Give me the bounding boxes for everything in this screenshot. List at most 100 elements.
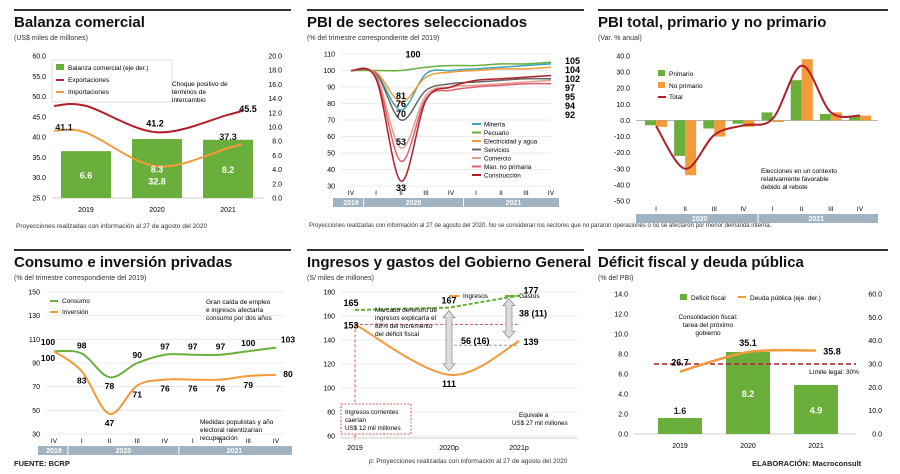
legend-label: Ingresos [463, 293, 489, 300]
annotation: Elecciones en un contexto [761, 168, 837, 175]
bar [860, 115, 871, 121]
y-tick-label: 4.0 [618, 392, 628, 399]
y-tick-label: 70 [327, 118, 335, 125]
y-tick-label: 40.0 [32, 135, 46, 142]
chart-sectores: 1101009080706050403010081767053331051041… [323, 49, 580, 207]
annotation-box [340, 403, 412, 435]
y-tick-label: -50.0 [614, 199, 630, 206]
y-tick-label: 10.0 [268, 125, 282, 132]
rule [307, 249, 584, 251]
year-label: 2019 [46, 448, 62, 455]
chart-deficit: 14.0 12.0 10.0 8.0 6.0 4.0 2.0 0.0 60.0 50.0 40.0 3… [614, 292, 882, 451]
y-tick-label: 40.0 [868, 338, 882, 345]
year-label: 2019 [343, 200, 359, 207]
data-label: 103 [281, 335, 295, 345]
year-band [636, 214, 878, 223]
data-label: 97 [216, 342, 226, 352]
y-tick-label: 160 [323, 314, 335, 321]
data-label: 33 [396, 183, 406, 193]
y-tick-label: 60 [327, 434, 335, 441]
gap-arrow [442, 310, 456, 372]
series-line [350, 68, 552, 121]
x-tick-label: III [423, 190, 429, 197]
x-tick-label: IV [51, 438, 58, 445]
legend: Consumo Inversión [50, 298, 90, 316]
y-tick-label: 0.0 [272, 196, 282, 203]
y-tick-label: -40.0 [614, 182, 630, 189]
bar [61, 151, 111, 198]
gap-label: 56 (16) [461, 336, 490, 346]
data-label: 100 [41, 337, 55, 347]
panel-consumo: Consumo e inversión privadas (% del trim… [14, 254, 299, 464]
data-label: 100 [41, 353, 55, 363]
series-line [350, 67, 552, 163]
annotation: 88% del incremento [375, 323, 433, 330]
x-tick-label: IV [857, 206, 864, 213]
data-label: 97 [188, 342, 198, 352]
y-tick-label: 50 [32, 408, 40, 415]
data-label: 47 [105, 418, 115, 428]
year-label: 2021 [227, 448, 243, 455]
x-tick-label: 2020 [740, 443, 756, 450]
y-tick-label: 14.0 [614, 292, 628, 299]
series-line [354, 294, 520, 311]
x-tick-label: 2021 [808, 443, 824, 450]
series-line [350, 63, 552, 111]
annotation: relativamente favorable [761, 176, 829, 183]
y-tick-label: 8.0 [618, 352, 628, 359]
x-tick-label: I [81, 438, 83, 445]
annotation: términos de [172, 89, 206, 96]
x-tick-label: III [523, 190, 529, 197]
chart-gobierno: 180 160 140 120 100 80 60 165 153 167 111 177 139 56 … [323, 286, 577, 452]
data-label: 41.2 [146, 118, 164, 128]
chart-subtitle: (% del trimestre correspondiente del 201… [307, 35, 440, 42]
legend-label: Exportaciones [68, 77, 110, 84]
y-tick-label: 30.0 [32, 175, 46, 182]
end-label: 92 [565, 110, 575, 120]
annotation: gobierno [695, 330, 721, 337]
y-tick-label: 12.0 [268, 110, 282, 117]
panel-deficit: Déficit fiscal y deuda pública (% del PB… [598, 254, 890, 459]
y-tick-label: 110 [29, 337, 40, 344]
end-label: 95 [565, 92, 575, 102]
y-tick-label: 18.0 [268, 68, 282, 75]
year-band [333, 198, 559, 207]
annotation: Choque positivo de [172, 81, 228, 88]
bar-label: 8.2 [742, 389, 755, 399]
chart-note: Proyecciones realizadas con información … [309, 223, 772, 229]
y-tick-label: 50 [327, 151, 335, 158]
series-line [354, 323, 520, 376]
data-label: 32.8 [148, 176, 166, 186]
y-tick-label: 14.0 [268, 96, 282, 103]
legend-label: Primario [669, 71, 694, 78]
year-label: 2021 [808, 216, 824, 223]
limit-label: Límite legal: 30% [809, 369, 859, 376]
elaboration-note: ELABORACIÓN: Macroconsult [752, 459, 862, 468]
series-line [53, 102, 243, 134]
y-tick-label: 140 [323, 338, 335, 345]
series-line [53, 346, 277, 379]
bar-label: 8.3 [151, 165, 164, 175]
end-label: 105 [565, 56, 580, 66]
legend-label: Total [669, 94, 683, 101]
x-tick-label: II [683, 206, 687, 213]
y-tick-label: 180 [323, 290, 335, 297]
data-label: 100 [241, 338, 255, 348]
y-tick-label: 10.0 [614, 332, 628, 339]
y-tick-label: 60.0 [32, 54, 46, 61]
legend-label: Minería [484, 121, 505, 128]
annotation: ingresos explicaría el [375, 315, 437, 322]
rule [14, 9, 291, 11]
annotation: Ingresos corrientes [345, 409, 399, 416]
y-tick-label: 20.0 [616, 86, 630, 93]
gap-arrow [502, 298, 516, 339]
data-label: 167 [441, 296, 456, 306]
legend-label: Construcción [484, 172, 521, 179]
panel-gobierno: Ingresos y gastos del Gobierno General (… [307, 254, 592, 469]
y-tick-label: 0.0 [620, 118, 630, 125]
bar [203, 139, 253, 198]
y-tick-label: -20.0 [614, 150, 630, 157]
x-tick-label: 2021p [509, 445, 529, 452]
legend-label: Consumo [62, 298, 90, 305]
y-tick-label: -10.0 [614, 134, 630, 141]
